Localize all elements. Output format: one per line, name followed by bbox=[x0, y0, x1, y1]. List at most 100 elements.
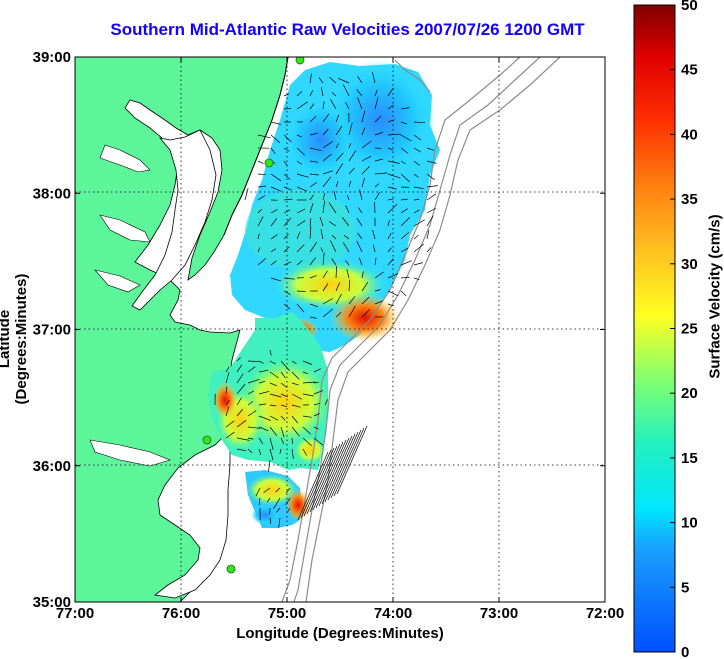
velocity-arrow bbox=[348, 296, 356, 305]
velocity-arrow bbox=[387, 247, 392, 253]
velocity-arrow bbox=[335, 152, 344, 162]
velocity-arrow bbox=[280, 371, 286, 379]
velocity-arrow bbox=[275, 487, 281, 493]
velocity-arrow bbox=[258, 448, 262, 456]
velocity-arrow bbox=[387, 203, 398, 214]
velocity-arrow bbox=[400, 260, 412, 266]
velocity-arrow bbox=[348, 167, 355, 175]
velocity-arrow bbox=[330, 429, 362, 499]
colorbar-tick-label: 5 bbox=[681, 579, 689, 596]
velocity-arrow bbox=[258, 360, 264, 364]
velocity-arrow bbox=[270, 147, 276, 154]
velocity-arrow bbox=[296, 91, 303, 97]
river-inlet bbox=[99, 214, 151, 243]
velocity-arrow bbox=[296, 290, 306, 292]
velocity-arrow bbox=[400, 232, 410, 240]
velocity-arrow bbox=[324, 433, 356, 503]
velocity-arrow bbox=[348, 150, 357, 162]
velocity-arrow bbox=[309, 257, 316, 266]
velocity-arrow bbox=[258, 415, 271, 421]
velocity-arrow bbox=[297, 451, 329, 521]
velocity-arrow bbox=[327, 431, 359, 501]
velocity-arrow bbox=[257, 173, 267, 176]
velocity-arrow bbox=[247, 390, 255, 395]
velocity-arrow bbox=[387, 303, 394, 307]
colorbar-tick-label: 50 bbox=[681, 0, 698, 14]
colorbar-tick-label: 10 bbox=[681, 515, 698, 532]
velocity-arrow bbox=[247, 401, 254, 406]
velocity-arrow bbox=[331, 92, 337, 97]
velocity-arrow bbox=[413, 173, 419, 178]
velocity-arrow bbox=[302, 393, 314, 397]
velocity-arrow bbox=[413, 243, 424, 253]
velocity-arrow bbox=[348, 279, 351, 292]
velocity-arrow bbox=[225, 420, 235, 428]
velocity-arrow bbox=[291, 415, 299, 424]
velocity-arrow bbox=[413, 219, 425, 227]
velocity-arrow bbox=[270, 209, 278, 214]
velocity-arrow bbox=[291, 448, 294, 459]
velocity-arrow bbox=[247, 437, 254, 440]
velocity-arrow bbox=[324, 399, 329, 406]
velocity-arrow bbox=[335, 143, 339, 149]
velocity-arrow bbox=[257, 185, 267, 188]
velocity-arrow bbox=[400, 173, 410, 183]
velocity-arrow bbox=[372, 244, 376, 253]
velocity-arrow bbox=[346, 194, 350, 201]
velocity-arrow bbox=[303, 447, 335, 517]
velocity-arrow bbox=[280, 360, 290, 371]
velocity-arrow bbox=[276, 507, 281, 513]
velocity-arrows bbox=[214, 72, 438, 529]
velocity-arrow bbox=[309, 241, 318, 253]
velocity-arrow bbox=[322, 252, 325, 266]
velocity-arrow bbox=[344, 259, 350, 266]
velocity-arrow bbox=[329, 240, 337, 253]
velocity-arrow bbox=[269, 349, 272, 356]
velocity-arrow bbox=[335, 266, 337, 279]
velocity-arrow bbox=[426, 193, 437, 201]
velocity-arrow bbox=[333, 191, 337, 201]
velocity-arrow bbox=[333, 427, 365, 497]
velocity-arrow bbox=[413, 262, 423, 266]
velocity-arrow bbox=[357, 75, 363, 84]
velocity-arrow bbox=[374, 300, 384, 305]
velocity-arrow bbox=[321, 435, 353, 505]
velocity-arrow bbox=[312, 441, 344, 511]
velocity-arrow bbox=[426, 185, 438, 188]
velocity-arrow bbox=[283, 303, 291, 310]
velocity-arrow bbox=[387, 133, 401, 136]
velocity-arrow bbox=[387, 290, 399, 297]
velocity-arrow bbox=[413, 277, 420, 281]
colorbar-tick-label: 20 bbox=[681, 385, 698, 402]
velocity-arrow bbox=[374, 158, 383, 162]
station-marker bbox=[295, 57, 305, 65]
velocity-arrow bbox=[266, 497, 271, 503]
velocity-arrow bbox=[269, 360, 276, 365]
velocity-arrow bbox=[361, 155, 372, 162]
x-tick-label: 75:00 bbox=[268, 605, 306, 622]
velocity-arrow bbox=[257, 134, 271, 139]
velocity-arrow bbox=[296, 160, 303, 165]
velocity-arrow bbox=[270, 218, 278, 227]
colorbar-tick-label: 30 bbox=[681, 256, 698, 273]
x-tick-label: 74:00 bbox=[374, 605, 412, 622]
velocity-arrow bbox=[361, 271, 364, 279]
velocity-arrow bbox=[296, 260, 303, 266]
y-ticks: 39:00 38:00 37:00 36:00 35:00 bbox=[33, 49, 605, 611]
colorbar-ticks: 0 5 10 15 20 25 30 35 40 45 50 bbox=[670, 0, 698, 659]
velocity-arrow bbox=[328, 76, 337, 84]
velocity-arrow bbox=[257, 247, 261, 253]
x-tick-label: 76:00 bbox=[162, 605, 200, 622]
velocity-arrow bbox=[356, 218, 363, 227]
velocity-arrow bbox=[270, 121, 281, 125]
velocity-arrow bbox=[374, 271, 384, 279]
velocity-arrow bbox=[236, 373, 244, 384]
velocity-arrow bbox=[319, 216, 324, 227]
x-tick-label: 72:00 bbox=[586, 605, 624, 622]
velocity-arrow bbox=[313, 413, 320, 417]
velocity-arrow bbox=[255, 487, 261, 497]
velocity-arrow bbox=[387, 119, 395, 123]
y-tick-label: 37:00 bbox=[33, 322, 71, 339]
colorbar-tick-label: 25 bbox=[681, 321, 698, 338]
